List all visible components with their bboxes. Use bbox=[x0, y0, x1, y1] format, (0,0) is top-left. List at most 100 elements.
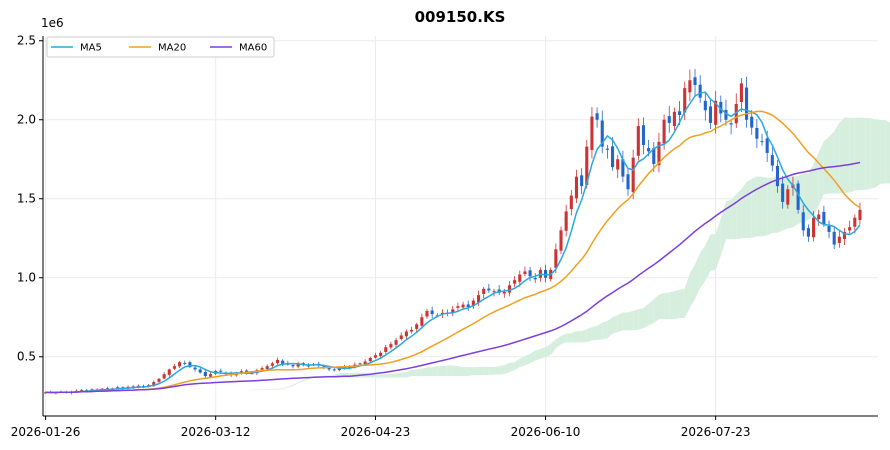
candle-body bbox=[384, 347, 388, 352]
candle-body bbox=[590, 116, 594, 150]
candle-body bbox=[399, 335, 403, 340]
candle-body bbox=[755, 128, 759, 139]
candle-body bbox=[564, 211, 568, 231]
candle-body bbox=[471, 300, 475, 306]
cloud-segment bbox=[401, 371, 407, 378]
cloud-segment bbox=[622, 312, 629, 331]
candle-body bbox=[574, 176, 579, 199]
cloud-segment bbox=[550, 339, 556, 355]
cloud-segment bbox=[829, 131, 835, 194]
cloud-segment bbox=[818, 141, 824, 206]
cloud-segment bbox=[488, 366, 495, 375]
cloud-segment bbox=[473, 366, 479, 376]
cloud-segment bbox=[494, 366, 500, 375]
candle-body bbox=[198, 369, 202, 373]
candle-body bbox=[858, 209, 862, 220]
candle-body bbox=[662, 119, 666, 144]
cloud-segment bbox=[664, 292, 670, 320]
candle-body bbox=[636, 126, 640, 156]
candle-body bbox=[203, 371, 207, 377]
cloud-segment bbox=[406, 369, 412, 378]
candle-body bbox=[734, 103, 738, 124]
cloud-segment bbox=[179, 392, 185, 393]
cloud-segment bbox=[442, 365, 448, 377]
cloud-segment bbox=[267, 388, 273, 390]
candle-body bbox=[466, 304, 470, 307]
cloud-segment bbox=[725, 199, 732, 240]
cloud-segment bbox=[834, 122, 840, 194]
cloud-segment bbox=[643, 303, 649, 329]
candle-body bbox=[745, 87, 749, 120]
candle-body bbox=[167, 369, 171, 375]
y-tick-label: 1.5 bbox=[17, 192, 36, 206]
cloud-segment bbox=[865, 117, 871, 191]
x-tick-label: 2026-01-26 bbox=[11, 425, 81, 439]
ticks: 0.5 1.0 1.5 2.0 2.5 2026-01-26 2026-03-12 2026-… bbox=[11, 34, 751, 439]
candle-body bbox=[853, 217, 857, 227]
ma5-line bbox=[45, 91, 861, 394]
cloud-segment bbox=[463, 366, 469, 377]
candle-body bbox=[337, 367, 341, 371]
cloud-segment bbox=[607, 317, 613, 339]
cloud-segment bbox=[277, 388, 283, 390]
candle-body bbox=[265, 366, 269, 369]
candle-body bbox=[621, 159, 625, 177]
cloud-segment bbox=[628, 310, 634, 331]
candle-body bbox=[708, 106, 713, 123]
cloud-segment bbox=[880, 119, 886, 184]
cloud-segment bbox=[540, 347, 546, 359]
y-tick-label: 2.0 bbox=[17, 113, 36, 127]
candle-body bbox=[301, 363, 305, 365]
cloud-segment bbox=[602, 321, 608, 340]
legend-label-ma5: MA5 bbox=[80, 43, 102, 54]
candle-body bbox=[379, 352, 383, 357]
cloud-segment bbox=[535, 349, 541, 361]
candle-body bbox=[554, 249, 558, 268]
candle-body bbox=[837, 236, 841, 243]
cloud-segment bbox=[736, 189, 742, 240]
cloud-segment bbox=[715, 218, 721, 270]
y-tick-label: 2.5 bbox=[17, 34, 36, 48]
cloud-segment bbox=[566, 333, 572, 343]
cloud-segment bbox=[591, 325, 598, 341]
candle-body bbox=[456, 306, 460, 308]
cloud-segment bbox=[426, 367, 433, 377]
cloud-segment bbox=[870, 117, 876, 189]
candle-body bbox=[585, 146, 589, 185]
candle-body bbox=[394, 340, 398, 345]
cloud-segment bbox=[246, 389, 252, 391]
cloud-segment bbox=[633, 309, 639, 331]
candle-body bbox=[641, 125, 646, 146]
candle-body bbox=[812, 217, 816, 238]
cloud-segment bbox=[710, 233, 716, 271]
candle-body bbox=[518, 274, 522, 282]
candle-body bbox=[306, 365, 310, 367]
candle-body bbox=[698, 84, 702, 98]
x-tick-label: 2026-03-12 bbox=[181, 425, 251, 439]
candle-body bbox=[523, 271, 527, 275]
cloud-segment bbox=[731, 194, 737, 240]
legend-label-ma60: MA60 bbox=[239, 43, 267, 54]
ma20-line bbox=[45, 110, 861, 394]
cloud-segment bbox=[679, 288, 685, 319]
ichimoku-cloud bbox=[179, 117, 890, 393]
candle-body bbox=[652, 148, 656, 164]
candle-body bbox=[178, 362, 182, 367]
cloud-segment bbox=[772, 175, 778, 233]
candle-body bbox=[162, 374, 166, 379]
candle-body bbox=[332, 369, 336, 371]
candle-body bbox=[513, 280, 517, 284]
candle-body bbox=[389, 344, 393, 348]
candle-body bbox=[270, 363, 274, 366]
candle-body bbox=[729, 123, 733, 125]
candle-body bbox=[415, 324, 419, 329]
candle-body bbox=[631, 157, 635, 193]
cloud-segment bbox=[292, 382, 299, 387]
candle-body bbox=[425, 310, 429, 317]
candle-body bbox=[245, 370, 249, 373]
candle-body bbox=[528, 270, 532, 277]
cloud-segment bbox=[638, 307, 644, 330]
candle-body bbox=[600, 120, 604, 147]
candle-body bbox=[703, 100, 707, 111]
candle-body bbox=[487, 288, 491, 291]
